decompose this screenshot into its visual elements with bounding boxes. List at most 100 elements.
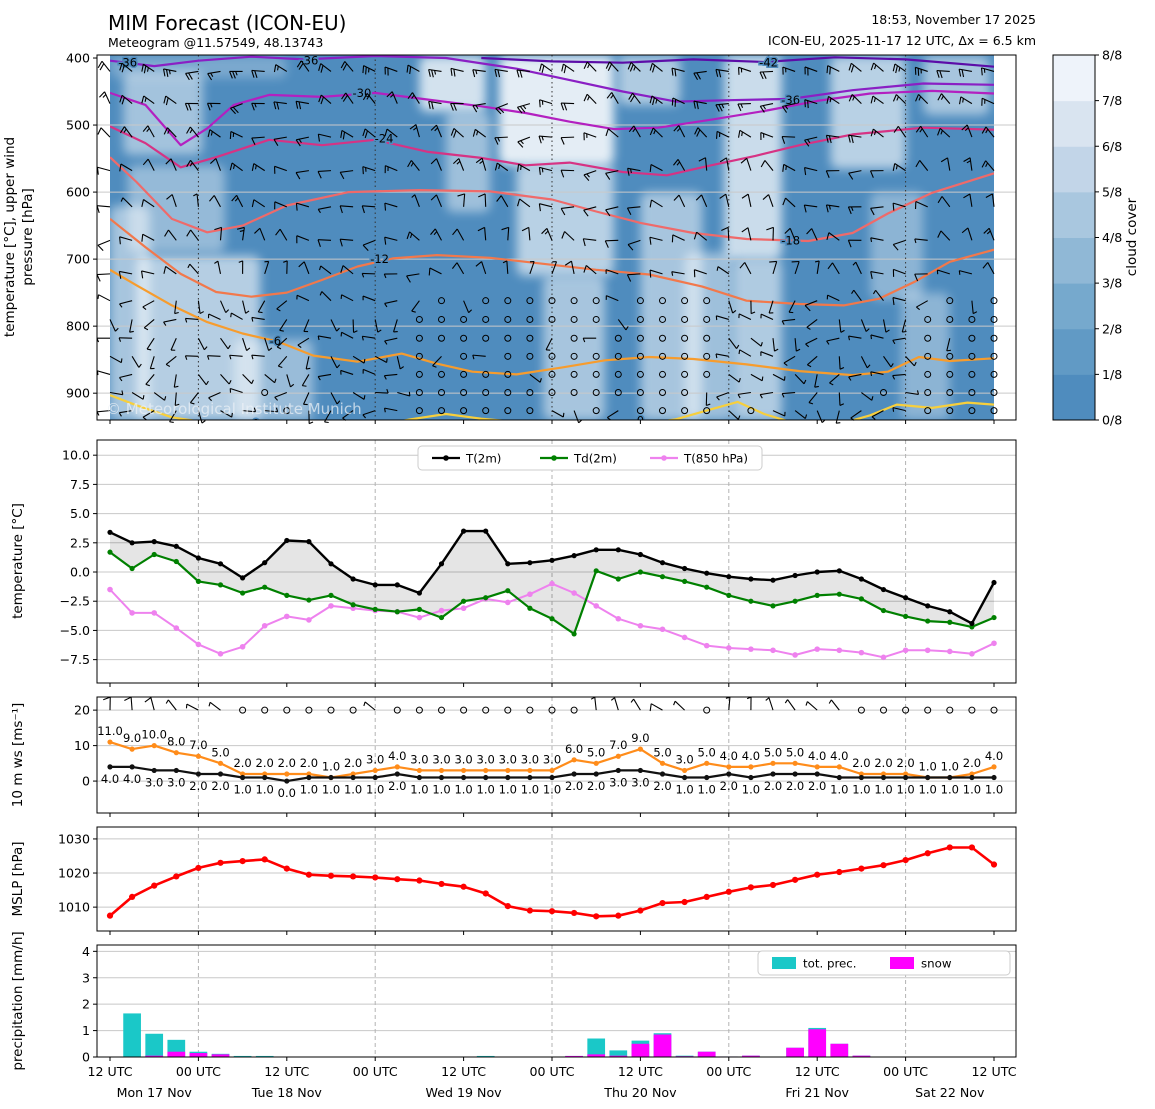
barb-half-feather xyxy=(871,372,872,376)
gust-value-label: 2.0 xyxy=(852,756,870,770)
cloud-streak xyxy=(733,259,782,420)
colorbar-band xyxy=(1053,146,1095,192)
mslp-marker xyxy=(682,899,688,905)
td2m-marker xyxy=(572,631,577,636)
gust-value-label: 8.0 xyxy=(167,735,185,749)
t2m-marker xyxy=(306,539,311,544)
mean-ws-marker xyxy=(505,775,510,780)
gust-marker xyxy=(461,768,466,773)
t2m-marker xyxy=(903,595,908,600)
td2m-marker xyxy=(218,582,223,587)
gust-marker xyxy=(152,743,157,748)
barb-stem xyxy=(318,240,331,241)
barb-half-feather xyxy=(170,422,174,423)
contour-label-0: 0 xyxy=(252,416,259,430)
gust-marker xyxy=(373,768,378,773)
y-tick-label: 1 xyxy=(82,1023,90,1038)
contour-label--18: -18 xyxy=(781,233,800,247)
page-title: MIM Forecast (ICON-EU) xyxy=(108,11,346,35)
td2m-marker xyxy=(395,609,400,614)
barb-half-feather xyxy=(739,350,740,354)
snow-bar xyxy=(698,1052,716,1057)
gust-value-label: 3.0 xyxy=(477,752,495,766)
t850-marker xyxy=(748,646,754,652)
mean-ws-value-label: 2.0 xyxy=(189,779,207,793)
td2m-marker xyxy=(947,620,952,625)
mean-ws-marker xyxy=(395,771,400,776)
mean-ws-marker xyxy=(726,771,731,776)
mean-ws-value-label: 1.0 xyxy=(521,783,539,797)
mean-ws-marker xyxy=(439,775,444,780)
t2m-marker xyxy=(859,576,864,581)
t850-marker xyxy=(616,616,622,622)
barb-feather xyxy=(120,237,121,244)
y-tick-label: 800 xyxy=(66,319,90,334)
y-tick-label: 3 xyxy=(82,970,90,985)
barb-half-feather xyxy=(871,335,872,339)
gust-value-label: 3.0 xyxy=(499,752,517,766)
snow-bar xyxy=(808,1029,826,1057)
y-tick-label: 4 xyxy=(82,944,90,959)
mean-ws-marker xyxy=(417,775,422,780)
barb-stem xyxy=(208,356,221,357)
barb-half-feather xyxy=(202,421,205,424)
day-label: Fri 21 Nov xyxy=(785,1085,849,1100)
total-precip-bar xyxy=(145,1034,163,1057)
mslp-marker xyxy=(659,900,665,906)
mean-ws-marker xyxy=(660,771,665,776)
td2m-marker xyxy=(748,599,753,604)
t2m-marker xyxy=(638,552,643,557)
barb-stem xyxy=(561,103,574,104)
mslp-marker xyxy=(947,844,953,850)
mslp-marker xyxy=(726,889,732,895)
gust-value-label: 3.0 xyxy=(675,752,693,766)
chart-panels: -42-36-36-36-30-24-18-12-600400500600700… xyxy=(58,48,1122,1101)
x-tick-label: 12 UTC xyxy=(264,1064,309,1079)
gust-value-label: 4.0 xyxy=(388,749,406,763)
mslp-marker xyxy=(416,877,422,883)
barb-half-feather xyxy=(309,422,313,424)
gust-value-label: 11.0 xyxy=(97,724,123,738)
barb-feather xyxy=(385,203,386,210)
gust-value-label: 4.0 xyxy=(985,749,1003,763)
td2m-marker xyxy=(483,595,488,600)
mean-ws-value-label: 1.0 xyxy=(675,783,693,797)
legend-swatch-marker xyxy=(443,455,449,461)
mslp-panel-ylabel: MSLP [hPa] xyxy=(10,841,26,916)
y-tick-label: 0 xyxy=(82,1050,90,1065)
t850-marker xyxy=(107,587,113,593)
t850-marker xyxy=(859,650,865,656)
mean-ws-value-label: 4.0 xyxy=(101,772,119,786)
barb-half-feather xyxy=(902,332,906,333)
barb-stem xyxy=(760,71,773,72)
mslp-marker xyxy=(748,884,754,890)
t2m-marker xyxy=(947,609,952,614)
barb-stem xyxy=(485,194,486,207)
temperature-panel: 10.07.55.02.50.0−2.5−5.0−7.5T(2m)Td(2m)T… xyxy=(59,440,1016,687)
day-label: Sat 22 Nov xyxy=(915,1085,985,1100)
t850-marker xyxy=(814,646,820,652)
gust-marker xyxy=(793,761,798,766)
mslp-marker xyxy=(350,873,356,879)
mean-ws-marker xyxy=(947,775,952,780)
t2m-marker xyxy=(262,560,267,565)
mean-ws-value-label: 3.0 xyxy=(145,775,163,789)
mean-ws-marker xyxy=(616,768,621,773)
x-tick-label: 00 UTC xyxy=(883,1064,928,1079)
barb-feather xyxy=(830,67,831,74)
gust-marker xyxy=(726,764,731,769)
gust-value-label: 10.0 xyxy=(141,728,167,742)
barb-feather xyxy=(893,203,894,210)
y-tick-label: 900 xyxy=(66,386,90,401)
t850-marker xyxy=(306,617,312,623)
gust-value-label: 9.0 xyxy=(123,731,141,745)
colorbar-tick-label: 2/8 xyxy=(1102,321,1122,336)
t850-marker xyxy=(837,647,843,653)
gust-value-label: 9.0 xyxy=(631,731,649,745)
legend-entry-label: T(2m) xyxy=(465,452,501,466)
barb-feather xyxy=(429,268,430,275)
t2m-marker xyxy=(130,540,135,545)
mean-ws-value-label: 2.0 xyxy=(211,779,229,793)
